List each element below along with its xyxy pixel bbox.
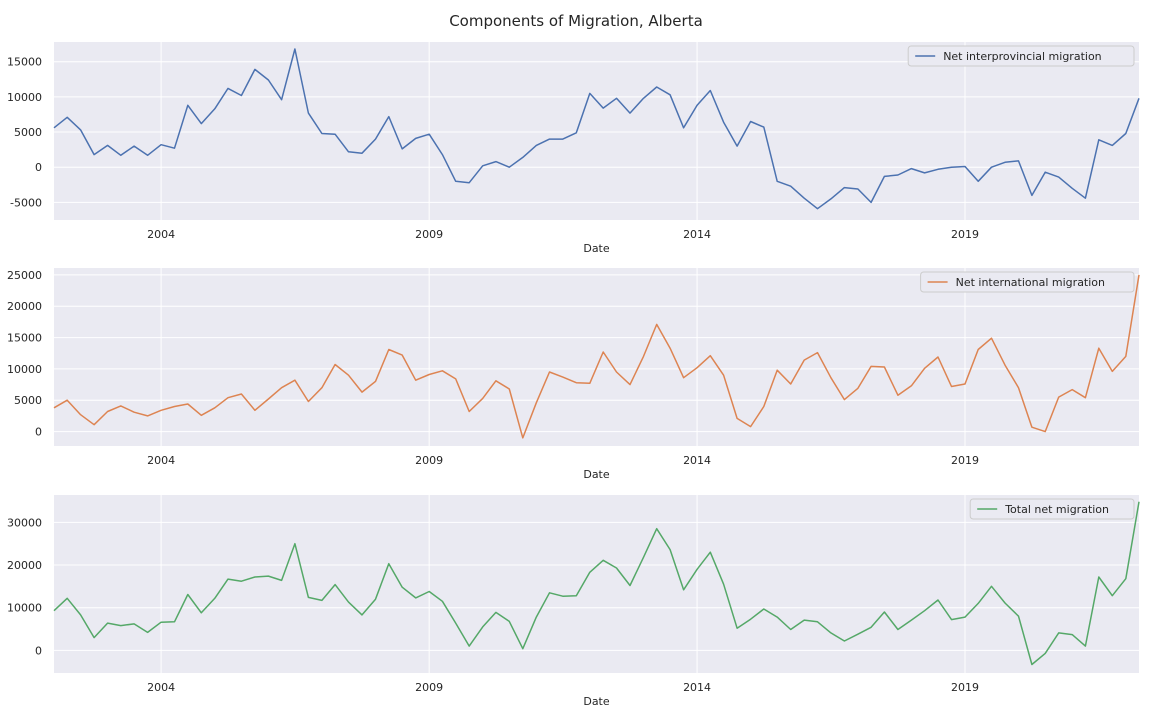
x-tick-label: 2019	[951, 228, 979, 241]
series-line	[53, 48, 1140, 210]
legend-box	[907, 45, 1135, 67]
y-tick-label: 0	[35, 426, 42, 439]
legend-box	[969, 498, 1135, 520]
y-tick-label: 25000	[7, 269, 42, 282]
legend-box	[920, 271, 1135, 293]
y-tick-label: 15000	[7, 332, 42, 345]
legend: Net interprovincial migration	[907, 45, 1135, 67]
y-tick-label: 10000	[7, 363, 42, 376]
legend: Net international migration	[920, 271, 1135, 293]
y-tick-label: 10000	[7, 91, 42, 104]
y-tick-label: 30000	[7, 516, 42, 529]
x-axis-label: Date	[583, 242, 610, 255]
x-tick-label: 2014	[683, 228, 711, 241]
legend-label: Net interprovincial migration	[943, 50, 1101, 63]
chart-panel-1: -5000 0 5000 10000 15000 2004 2009 2014 2019 Date…	[7, 42, 1140, 255]
x-tick-label: 2004	[147, 454, 175, 467]
plot-area	[54, 42, 1139, 220]
x-tick-label: 2019	[951, 454, 979, 467]
plot-area	[54, 268, 1139, 446]
figure-title: Components of Migration, Alberta	[449, 12, 703, 30]
y-tick-label: 0	[35, 644, 42, 657]
x-tick-label: 2009	[415, 228, 443, 241]
chart-panel-2: 0 5000 10000 15000 20000 25000 2004 2009 2014 201…	[7, 268, 1140, 481]
y-tick-label: 20000	[7, 300, 42, 313]
y-tick-label: 5000	[14, 126, 42, 139]
legend-label: Net international migration	[956, 276, 1105, 289]
series-line	[53, 501, 1140, 666]
y-tick-label: 10000	[7, 602, 42, 615]
y-tick-label: 0	[35, 161, 42, 174]
y-tick-label: 15000	[7, 56, 42, 69]
chart-panel-3: 0 10000 20000 30000 2004 2009 2014 2019 Date Tota…	[7, 495, 1140, 708]
legend: Total net migration	[969, 498, 1135, 520]
series-line	[53, 274, 1140, 439]
x-axis-label: Date	[583, 468, 610, 481]
x-tick-label: 2009	[415, 454, 443, 467]
x-tick-label: 2014	[683, 454, 711, 467]
y-tick-label: 5000	[14, 394, 42, 407]
y-tick-label: 20000	[7, 559, 42, 572]
x-tick-label: 2004	[147, 228, 175, 241]
x-tick-label: 2014	[683, 681, 711, 694]
x-axis-label: Date	[583, 695, 610, 708]
x-tick-label: 2004	[147, 681, 175, 694]
x-tick-label: 2009	[415, 681, 443, 694]
plot-area	[54, 495, 1139, 673]
legend-label: Total net migration	[1004, 503, 1109, 516]
x-tick-label: 2019	[951, 681, 979, 694]
y-tick-label: -5000	[10, 196, 42, 209]
